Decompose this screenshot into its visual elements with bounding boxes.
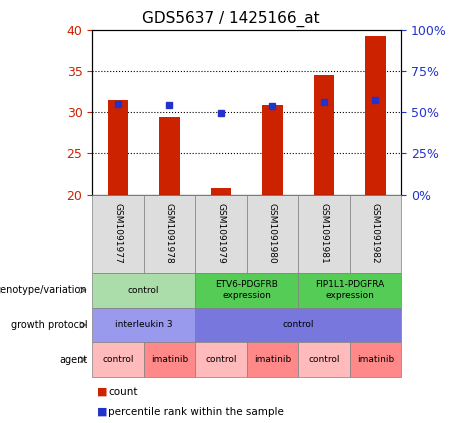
Text: control: control: [102, 355, 134, 364]
Text: GSM1091978: GSM1091978: [165, 203, 174, 264]
Text: GSM1091980: GSM1091980: [268, 203, 277, 264]
Text: control: control: [205, 355, 236, 364]
Text: count: count: [108, 387, 138, 397]
Text: ■: ■: [97, 407, 107, 417]
Text: genotype/variation: genotype/variation: [0, 285, 88, 295]
Text: control: control: [308, 355, 340, 364]
Text: ■: ■: [97, 387, 107, 397]
Text: ETV6-PDGFRB
expression: ETV6-PDGFRB expression: [215, 280, 278, 300]
Bar: [262, 105, 283, 195]
Bar: [313, 75, 334, 195]
Text: imatinib: imatinib: [357, 355, 394, 364]
Text: control: control: [283, 320, 314, 330]
Text: interleukin 3: interleukin 3: [115, 320, 172, 330]
Text: GSM1091981: GSM1091981: [319, 203, 328, 264]
Text: agent: agent: [59, 354, 88, 365]
Text: imatinib: imatinib: [151, 355, 188, 364]
Text: FIP1L1-PDGFRA
expression: FIP1L1-PDGFRA expression: [315, 280, 384, 300]
Text: GSM1091979: GSM1091979: [216, 203, 225, 264]
Bar: [159, 117, 180, 195]
Text: control: control: [128, 286, 160, 295]
Text: GSM1091977: GSM1091977: [113, 203, 123, 264]
Bar: [211, 188, 231, 195]
Bar: [107, 100, 128, 195]
Text: GSM1091982: GSM1091982: [371, 203, 380, 264]
Text: GDS5637 / 1425166_at: GDS5637 / 1425166_at: [142, 11, 319, 27]
Text: growth protocol: growth protocol: [11, 320, 88, 330]
Text: percentile rank within the sample: percentile rank within the sample: [108, 407, 284, 417]
Bar: [365, 36, 385, 195]
Text: imatinib: imatinib: [254, 355, 291, 364]
